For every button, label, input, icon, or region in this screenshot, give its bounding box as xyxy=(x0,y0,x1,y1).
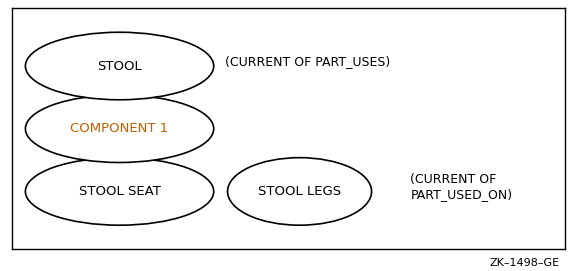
Text: (CURRENT OF PART_USES): (CURRENT OF PART_USES) xyxy=(225,55,390,68)
Text: ZK–1498–GE: ZK–1498–GE xyxy=(489,258,560,268)
Ellipse shape xyxy=(227,158,372,225)
Text: STOOL SEAT: STOOL SEAT xyxy=(78,185,160,198)
Ellipse shape xyxy=(25,32,213,100)
Text: (CURRENT OF
PART_USED_ON): (CURRENT OF PART_USED_ON) xyxy=(410,173,512,201)
Ellipse shape xyxy=(25,158,213,225)
Text: STOOL: STOOL xyxy=(97,60,142,73)
Ellipse shape xyxy=(25,95,213,163)
Text: COMPONENT 1: COMPONENT 1 xyxy=(70,122,168,135)
Text: STOOL LEGS: STOOL LEGS xyxy=(258,185,341,198)
